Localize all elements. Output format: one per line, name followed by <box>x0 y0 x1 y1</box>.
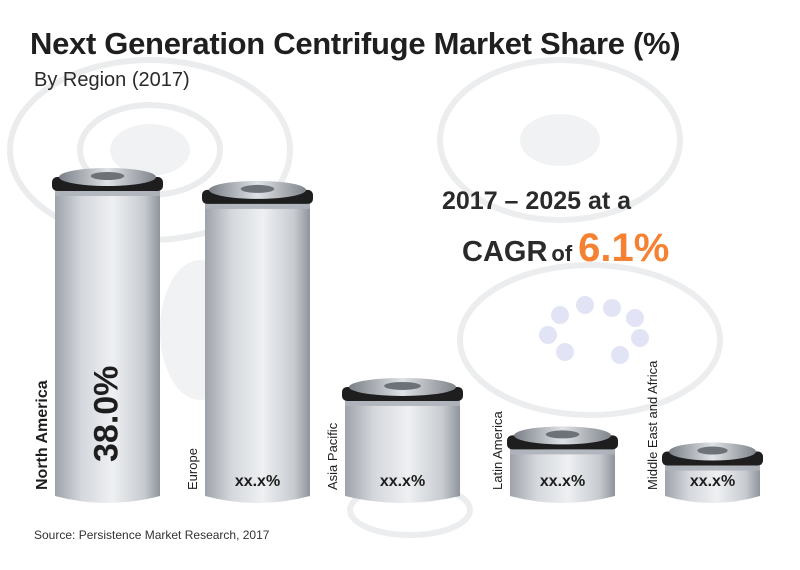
chart-subtitle: By Region (2017) <box>34 69 190 91</box>
value-label: xx.x% <box>690 473 735 490</box>
bar-4: Latin America xx.x% <box>490 410 618 503</box>
bar-body <box>55 191 160 503</box>
bar-body <box>205 203 310 504</box>
category-label: Middle East and Africa <box>645 360 660 490</box>
bar-band <box>665 463 760 471</box>
value-label: xx.x% <box>380 473 425 490</box>
cagr-period-text: 2017 – 2025 at a <box>442 187 632 215</box>
category-label: North America <box>34 380 51 490</box>
bar-3: Asia Pacific xx.x% <box>325 377 463 503</box>
bar-lid-knob <box>545 430 580 439</box>
bar-body <box>345 400 460 503</box>
bar-lid-knob <box>90 172 125 180</box>
value-label: 38.0% <box>88 366 126 462</box>
chart-title: Next Generation Centrifuge Market Share … <box>30 26 681 61</box>
source-note: Source: Persistence Market Research, 201… <box>34 528 270 542</box>
category-label: Latin America <box>490 410 505 490</box>
bar-band <box>55 189 160 196</box>
bar-2: Europe xx.x% <box>185 180 313 504</box>
bar-5: Middle East and Africa xx.x% <box>645 360 763 503</box>
bar-body <box>665 465 760 503</box>
cagr-value: 6.1% <box>578 226 670 270</box>
value-label: xx.x% <box>235 473 280 490</box>
cagr-callout: CAGR of 6.1% <box>462 226 669 271</box>
bar-lid-knob <box>697 446 728 455</box>
cagr-label: CAGR <box>462 236 548 268</box>
bar-band <box>510 447 615 455</box>
category-label: Europe <box>185 448 200 490</box>
bar-band <box>205 201 310 209</box>
bar-1: North America 38.0% <box>34 168 163 503</box>
bar-lid-knob <box>384 381 421 390</box>
bar-lid-knob <box>240 184 275 193</box>
bar-body <box>510 449 615 503</box>
category-label: Asia Pacific <box>325 422 340 490</box>
bar-band <box>345 398 460 406</box>
value-label: xx.x% <box>540 473 585 490</box>
cagr-of-word: of <box>551 241 573 266</box>
